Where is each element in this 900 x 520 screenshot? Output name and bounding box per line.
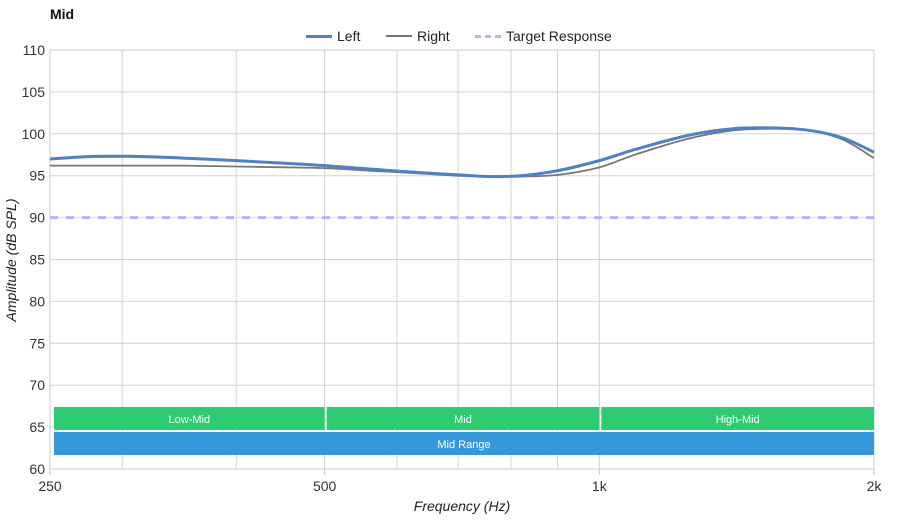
- band-high-mid: [601, 407, 874, 430]
- legend-item-left[interactable]: Left: [306, 26, 360, 46]
- legend-item-right[interactable]: Right: [386, 26, 450, 46]
- legend-swatch-target-response: [475, 34, 501, 38]
- y-tick-label: 60: [29, 461, 45, 477]
- chart-title: Mid: [50, 6, 75, 22]
- legend-label-left: Left: [337, 28, 361, 44]
- band-mid: [326, 407, 600, 430]
- y-tick-label: 110: [23, 42, 46, 58]
- legend: Left Right Target Response: [0, 26, 900, 46]
- x-tick-label: 2k: [867, 478, 883, 494]
- band-label: Mid: [454, 414, 472, 426]
- y-tick-label: 65: [29, 419, 45, 435]
- series-line-right: [49, 127, 875, 178]
- legend-label-right: Right: [417, 28, 450, 44]
- x-tick-label: 1k: [592, 478, 608, 494]
- y-tick-label: 85: [29, 252, 45, 268]
- band-mid-range: [54, 432, 874, 455]
- y-tick-label: 75: [29, 335, 45, 351]
- legend-swatch-right: [386, 35, 412, 37]
- y-tick-label: 100: [22, 126, 46, 142]
- y-tick-label: 90: [29, 210, 45, 226]
- band-low-mid: [54, 407, 325, 430]
- y-tick-label: 70: [29, 377, 45, 393]
- frequency-bands: Low-Mid Mid High-Mid Mid Range: [54, 407, 874, 455]
- y-axis-label: Amplitude (dB SPL): [3, 199, 19, 323]
- x-axis-label: Frequency (Hz): [414, 498, 510, 514]
- plot-border: [49, 49, 875, 470]
- y-tick-label: 95: [29, 168, 45, 184]
- band-label: High-Mid: [716, 414, 760, 426]
- legend-item-target-response[interactable]: Target Response: [475, 26, 612, 46]
- band-label: Mid Range: [437, 439, 490, 451]
- legend-label-target-response: Target Response: [506, 28, 612, 44]
- legend-swatch-left: [306, 34, 332, 38]
- y-tick-label: 105: [22, 84, 46, 100]
- x-tick-label: 250: [38, 478, 62, 494]
- x-tick-label: 500: [313, 478, 337, 494]
- series-line-left: [49, 126, 875, 179]
- series-lines: [49, 126, 875, 220]
- y-tick-label: 80: [29, 293, 45, 309]
- band-label: Low-Mid: [169, 414, 211, 426]
